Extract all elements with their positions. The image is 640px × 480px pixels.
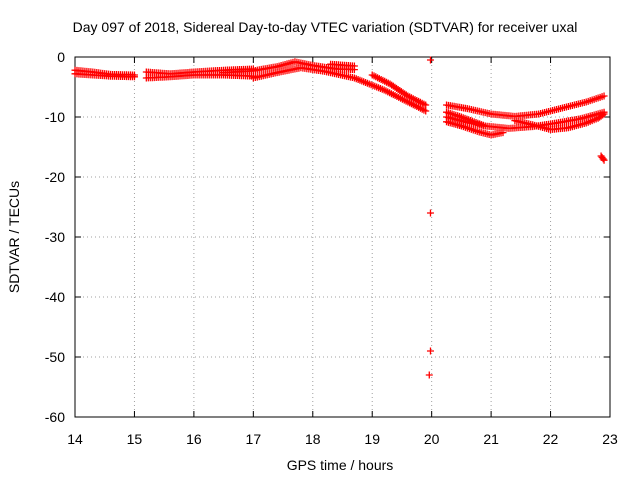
data-point-marker — [499, 129, 507, 137]
data-point-marker — [600, 156, 608, 164]
data-point-marker — [425, 371, 433, 379]
grid-lines — [75, 57, 610, 417]
data-point-marker — [600, 92, 608, 100]
y-tick-label: -60 — [45, 409, 65, 425]
x-tick-label: 21 — [483, 431, 499, 447]
series-arc-13 — [443, 113, 489, 130]
x-tick-label: 22 — [543, 431, 559, 447]
x-tick-label: 19 — [364, 431, 380, 447]
series-arc-6 — [249, 64, 430, 115]
data-point-marker — [600, 110, 608, 118]
y-tick-labels: 0 -10 -20 -30 -40 -50 -60 — [45, 49, 65, 425]
y-tick-label: -50 — [45, 349, 65, 365]
y-tick-label: 0 — [57, 49, 65, 65]
series-arc-12 — [511, 110, 608, 134]
y-tick-label: -20 — [45, 169, 65, 185]
x-tick-label: 16 — [186, 431, 202, 447]
y-tick-label: -40 — [45, 289, 65, 305]
series-outliers — [425, 56, 434, 379]
data-point-marker — [426, 209, 434, 217]
x-tick-label: 18 — [305, 431, 321, 447]
x-tick-label: 15 — [127, 431, 143, 447]
x-tick-label: 17 — [246, 431, 262, 447]
data-point-marker — [481, 122, 489, 130]
data-point-marker — [599, 155, 607, 163]
x-tick-label: 23 — [602, 431, 618, 447]
x-tick-label: 20 — [424, 431, 440, 447]
data-point-marker — [599, 111, 607, 119]
data-point-marker — [422, 107, 430, 115]
series-arc-8 — [368, 71, 430, 109]
series-arc-14 — [597, 152, 608, 164]
chart-title: Day 097 of 2018, Sidereal Day-to-day VTE… — [73, 19, 578, 35]
x-tick-labels: 14 15 16 17 18 19 20 21 22 23 — [67, 431, 618, 447]
data-point-marker — [350, 62, 358, 70]
data-point-marker — [130, 73, 138, 81]
y-tick-label: -30 — [45, 229, 65, 245]
data-point-marker — [422, 101, 430, 109]
data-point-marker — [426, 56, 434, 64]
series-arc-7 — [327, 60, 358, 70]
data-point-marker — [426, 347, 434, 355]
series-arc-9 — [443, 92, 608, 120]
x-axis-label: GPS time / hours — [287, 457, 394, 473]
y-axis-label: SDTVAR / TECUs — [6, 181, 22, 293]
data-marks — [71, 56, 608, 379]
series-arc-5 — [220, 58, 358, 77]
series-arc-2 — [71, 70, 138, 81]
y-tick-label: -10 — [45, 109, 65, 125]
x-tick-label: 14 — [67, 431, 83, 447]
